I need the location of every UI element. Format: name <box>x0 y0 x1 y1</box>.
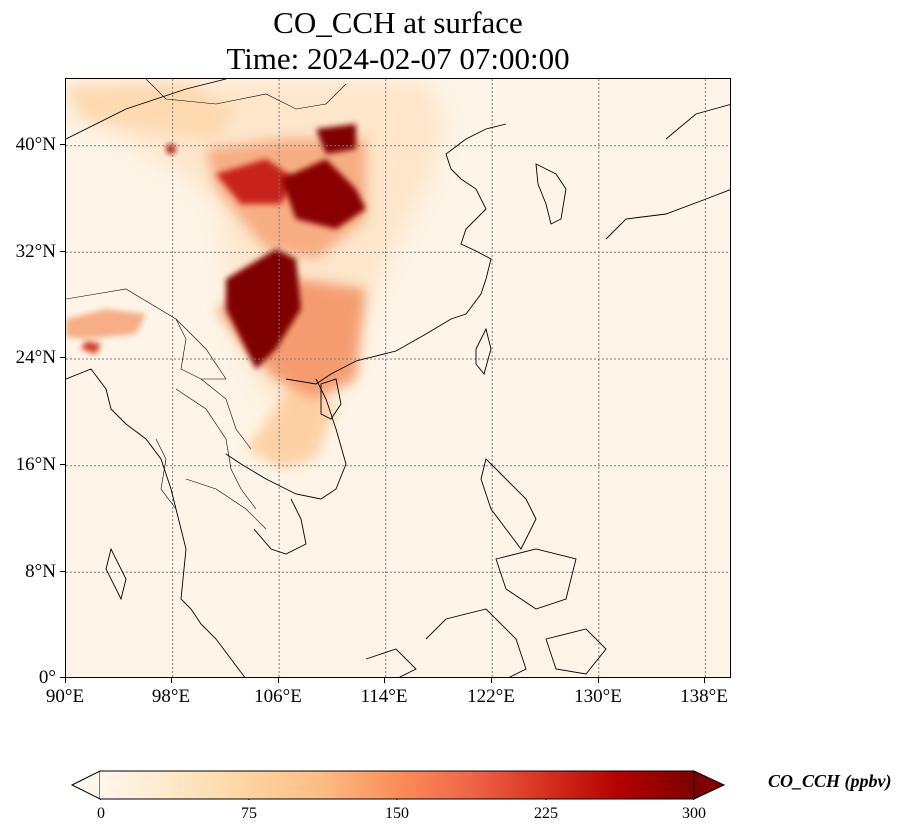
y-tick-label: 16°N <box>15 454 56 475</box>
y-tick-label: 40°N <box>15 134 56 155</box>
colorbar-title: CO_CCH (ppbv) <box>768 771 892 791</box>
x-tick-mark <box>171 678 172 683</box>
y-tick-mark <box>60 251 65 252</box>
x-tick-label: 90°E <box>45 686 85 707</box>
x-tick-label: 130°E <box>574 686 622 707</box>
x-tick-mark <box>65 678 66 683</box>
country-borders <box>66 79 347 530</box>
x-tick-mark <box>491 678 492 683</box>
y-tick-mark <box>60 144 65 145</box>
y-tick-label: 24°N <box>15 347 56 368</box>
colorbar-tick-label: 75 <box>241 805 257 822</box>
map-plot-area[interactable] <box>65 78 731 678</box>
x-tick-mark <box>278 678 279 683</box>
x-tick-label: 122°E <box>467 686 515 707</box>
map-canvas <box>66 79 730 677</box>
y-tick-mark <box>60 357 65 358</box>
concentration-field <box>66 79 446 469</box>
y-tick-label: 32°N <box>15 241 56 262</box>
y-tick-label: 8°N <box>25 561 56 582</box>
x-tick-mark <box>704 678 705 683</box>
colorbar-tick-label: 300 <box>682 805 706 822</box>
colorbar-extend-min <box>70 770 101 800</box>
x-tick-mark <box>384 678 385 683</box>
y-tick-mark <box>60 677 65 678</box>
map-subtitle-time: Time: 2024-02-07 07:00:00 <box>226 41 570 76</box>
colorbar-extend-max <box>693 770 726 800</box>
y-tick-label: 0° <box>38 667 56 688</box>
x-tick-label: 98°E <box>151 686 191 707</box>
colorbar-tick-label: 0 <box>97 805 105 822</box>
gridlines <box>66 79 730 677</box>
x-tick-mark <box>598 678 599 683</box>
x-tick-label: 114°E <box>360 686 408 707</box>
map-title: CO_CCH at surface <box>273 5 523 40</box>
coastlines <box>66 79 730 677</box>
colorbar-gradient <box>100 771 694 799</box>
colorbar <box>70 770 726 800</box>
colorbar-tick-label: 225 <box>534 805 558 822</box>
x-tick-label: 106°E <box>254 686 302 707</box>
y-tick-mark <box>60 464 65 465</box>
y-tick-mark <box>60 571 65 572</box>
x-tick-label: 138°E <box>680 686 728 707</box>
colorbar-tick-label: 150 <box>385 805 409 822</box>
